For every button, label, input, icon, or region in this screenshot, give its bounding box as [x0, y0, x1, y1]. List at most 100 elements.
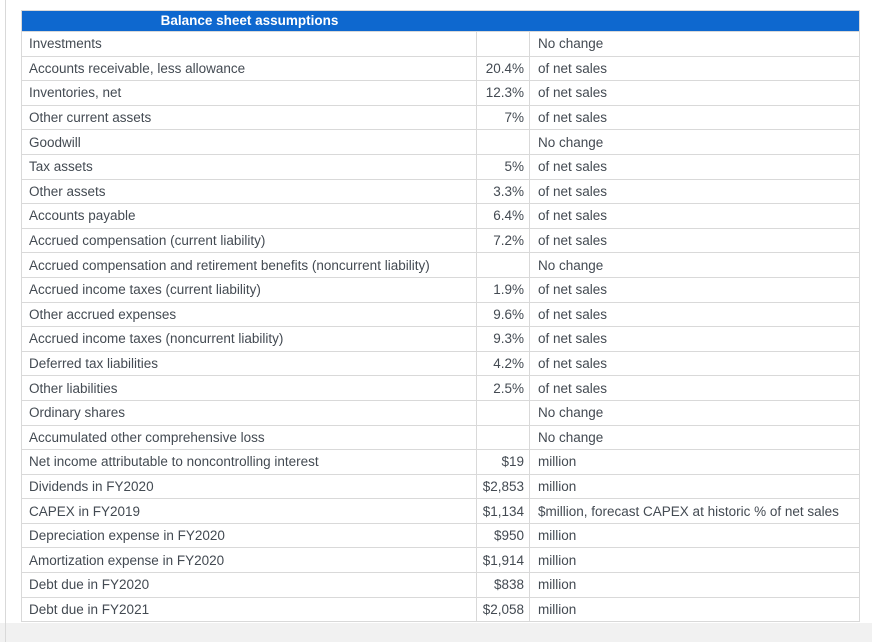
row-value-cell: $2,058 [476, 596, 530, 623]
table-row: Dividends in FY2020 $2,853 million [21, 473, 860, 500]
table-row: Net income attributable to noncontrollin… [21, 449, 860, 475]
row-value-cell: $1,134 [476, 498, 530, 524]
row-note-cell: of net sales [529, 301, 860, 328]
row-label-cell: Net income attributable to noncontrollin… [21, 449, 477, 475]
table-row: Ordinary shares No change [21, 399, 860, 426]
row-label-cell: Inventories, net [21, 80, 477, 106]
row-label-cell: Accounts payable [21, 203, 477, 229]
left-pane-divider-line [5, 0, 6, 642]
row-label-cell: Other accrued expenses [21, 301, 477, 328]
row-value-cell [476, 129, 530, 155]
row-value-cell: 4.2% [476, 350, 530, 377]
row-note-cell: of net sales [529, 350, 860, 377]
table-row: Accumulated other comprehensive loss No … [21, 424, 860, 451]
row-note-cell: million [529, 449, 860, 475]
row-label-cell: Dividends in FY2020 [21, 473, 477, 500]
table-row: Investments No change [21, 31, 860, 57]
row-note-cell: million [529, 596, 860, 623]
table-row: Amortization expense in FY2020 $1,914 mi… [21, 547, 860, 574]
row-note-cell: million [529, 572, 860, 598]
row-note-cell: of net sales [529, 227, 860, 254]
row-note-cell: of net sales [529, 326, 860, 352]
table-row: Tax assets 5% of net sales [21, 153, 860, 180]
row-label-cell: CAPEX in FY2019 [21, 498, 477, 524]
table-row: Accrued income taxes (noncurrent liabili… [21, 326, 860, 352]
table-row: Accounts payable 6.4% of net sales [21, 203, 860, 229]
table-title: Balance sheet assumptions [160, 13, 339, 28]
row-label-cell: Tax assets [21, 153, 477, 180]
row-note-cell: of net sales [529, 55, 860, 82]
row-value-cell: 1.9% [476, 276, 530, 303]
row-note-cell: No change [529, 252, 860, 278]
row-value-cell: $1,914 [476, 547, 530, 574]
row-label-cell: Accrued income taxes (current liability) [21, 276, 477, 303]
row-note-cell: million [529, 473, 860, 500]
table-row: Goodwill No change [21, 129, 860, 155]
row-note-cell: No change [529, 424, 860, 451]
table-header-row: Balance sheet assumptions [21, 10, 860, 32]
row-value-cell: 9.6% [476, 301, 530, 328]
table-row: Other assets 3.3% of net sales [21, 178, 860, 205]
row-label-cell: Accumulated other comprehensive loss [21, 424, 477, 451]
row-value-cell [476, 252, 530, 278]
row-label-cell: Other assets [21, 178, 477, 205]
row-note-cell: No change [529, 129, 860, 155]
table-row: Other accrued expenses 9.6% of net sales [21, 301, 860, 328]
row-note-cell: of net sales [529, 153, 860, 180]
row-value-cell: 2.5% [476, 375, 530, 401]
row-value-cell: 12.3% [476, 80, 530, 106]
row-label-cell: Investments [21, 31, 477, 57]
table-row: Inventories, net 12.3% of net sales [21, 80, 860, 106]
row-note-cell: of net sales [529, 203, 860, 229]
row-label-cell: Accrued income taxes (noncurrent liabili… [21, 326, 477, 352]
row-label-cell: Accounts receivable, less allowance [21, 55, 477, 82]
row-label-cell: Deferred tax liabilities [21, 350, 477, 377]
table-header-cell: Balance sheet assumptions [21, 10, 860, 32]
row-value-cell: 20.4% [476, 55, 530, 82]
row-value-cell [476, 424, 530, 451]
table-row: Accrued compensation and retirement bene… [21, 252, 860, 278]
row-label-cell: Depreciation expense in FY2020 [21, 522, 477, 549]
row-note-cell: $million, forecast CAPEX at historic % o… [529, 498, 860, 524]
table-row: Depreciation expense in FY2020 $950 mill… [21, 522, 860, 549]
row-note-cell: of net sales [529, 80, 860, 106]
row-label-cell: Amortization expense in FY2020 [21, 547, 477, 574]
row-label-cell: Goodwill [21, 129, 477, 155]
row-note-cell: million [529, 522, 860, 549]
row-value-cell: 6.4% [476, 203, 530, 229]
balance-sheet-assumptions-table: Balance sheet assumptions Investments No… [21, 10, 860, 623]
row-label-cell: Ordinary shares [21, 399, 477, 426]
table-row: Other current assets 7% of net sales [21, 104, 860, 131]
row-value-cell [476, 399, 530, 426]
row-label-cell: Debt due in FY2021 [21, 596, 477, 623]
row-value-cell: $838 [476, 572, 530, 598]
row-value-cell: 3.3% [476, 178, 530, 205]
row-value-cell: 7% [476, 104, 530, 131]
table-row: Accrued income taxes (current liability)… [21, 276, 860, 303]
row-note-cell: million [529, 547, 860, 574]
row-label-cell: Accrued compensation and retirement bene… [21, 252, 477, 278]
row-value-cell [476, 31, 530, 57]
row-value-cell: 5% [476, 153, 530, 180]
row-note-cell: of net sales [529, 178, 860, 205]
row-note-cell: of net sales [529, 375, 860, 401]
row-label-cell: Debt due in FY2020 [21, 572, 477, 598]
row-label-cell: Accrued compensation (current liability) [21, 227, 477, 254]
table-row: Accounts receivable, less allowance 20.4… [21, 55, 860, 82]
table-row: Accrued compensation (current liability)… [21, 227, 860, 254]
row-value-cell: 7.2% [476, 227, 530, 254]
table-row: Deferred tax liabilities 4.2% of net sal… [21, 350, 860, 377]
table-row: Debt due in FY2021 $2,058 million [21, 596, 860, 623]
row-value-cell: $2,853 [476, 473, 530, 500]
bottom-background-band [0, 623, 872, 642]
row-value-cell: $950 [476, 522, 530, 549]
row-value-cell: $19 [476, 449, 530, 475]
table-row: Other liabilities 2.5% of net sales [21, 375, 860, 401]
row-label-cell: Other current assets [21, 104, 477, 131]
row-note-cell: of net sales [529, 276, 860, 303]
row-note-cell: No change [529, 399, 860, 426]
table-row: Debt due in FY2020 $838 million [21, 572, 860, 598]
row-note-cell: No change [529, 31, 860, 57]
row-value-cell: 9.3% [476, 326, 530, 352]
